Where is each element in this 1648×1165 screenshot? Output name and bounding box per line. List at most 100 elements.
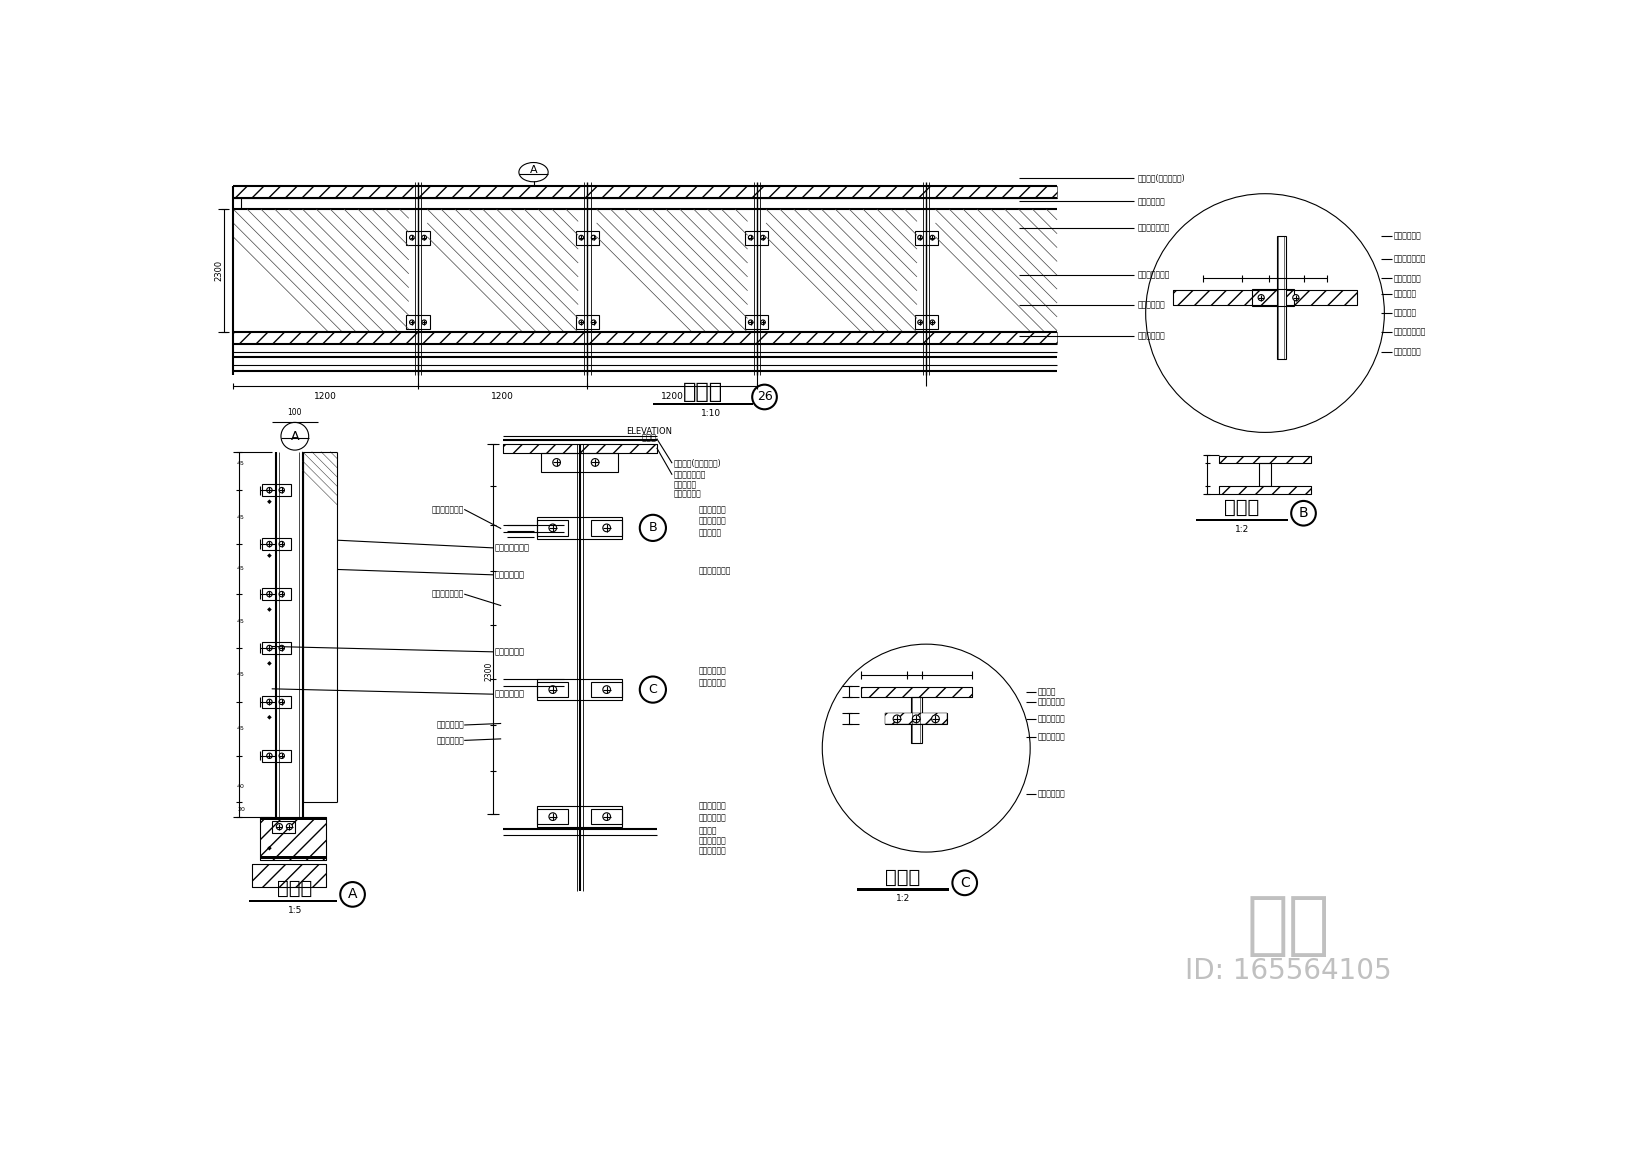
Circle shape <box>287 824 292 829</box>
Circle shape <box>639 677 666 702</box>
Bar <box>234 186 1056 198</box>
Text: 节点图: 节点图 <box>682 382 723 402</box>
Circle shape <box>929 320 934 325</box>
Text: 玻璃幕墙饰面板: 玻璃幕墙饰面板 <box>432 504 465 514</box>
Text: 对拔螺栓垫涂: 对拔螺栓垫涂 <box>1394 274 1421 283</box>
Circle shape <box>639 515 666 541</box>
Text: 龙骨线条饰面: 龙骨线条饰面 <box>1137 197 1165 206</box>
Bar <box>911 698 921 743</box>
Circle shape <box>279 753 285 758</box>
Bar <box>537 679 621 700</box>
Text: 玻璃幕墙饰面板: 玻璃幕墙饰面板 <box>699 566 732 576</box>
Bar <box>262 483 292 496</box>
Bar <box>537 517 621 538</box>
Circle shape <box>918 235 923 240</box>
Bar <box>537 806 621 827</box>
Bar <box>260 818 326 860</box>
Bar <box>1173 290 1358 305</box>
Circle shape <box>592 320 597 325</box>
Text: 知未: 知未 <box>1246 891 1330 959</box>
Circle shape <box>279 645 285 651</box>
Text: 荧光灯槽(见平面详图): 荧光灯槽(见平面详图) <box>674 459 722 467</box>
Text: 铝制幕墙龙骨: 铝制幕墙龙骨 <box>699 836 727 845</box>
Text: 对拔螺栓垫涂: 对拔螺栓垫涂 <box>699 802 727 811</box>
Bar <box>1220 456 1312 464</box>
Polygon shape <box>267 661 272 665</box>
Text: 螺栓垫片: 螺栓垫片 <box>699 826 717 835</box>
Bar <box>885 713 948 725</box>
Circle shape <box>267 592 272 596</box>
Circle shape <box>267 645 272 651</box>
Circle shape <box>931 715 939 722</box>
Bar <box>537 521 569 536</box>
Circle shape <box>279 487 285 493</box>
Circle shape <box>929 235 934 240</box>
Text: 工字钢幕墙龙骨: 工字钢幕墙龙骨 <box>674 471 705 479</box>
Text: 铝制幕墙龙骨: 铝制幕墙龙骨 <box>494 571 526 579</box>
Text: 45: 45 <box>237 672 246 678</box>
Bar <box>541 453 618 473</box>
Circle shape <box>748 235 753 240</box>
Circle shape <box>913 715 920 722</box>
Bar <box>1220 486 1312 494</box>
Text: 26: 26 <box>756 390 773 403</box>
Circle shape <box>578 235 583 240</box>
Circle shape <box>822 644 1030 852</box>
Bar <box>1277 236 1285 359</box>
Bar <box>260 818 326 860</box>
Circle shape <box>1292 295 1299 301</box>
Circle shape <box>592 235 597 240</box>
Bar <box>915 231 938 245</box>
Text: 1200: 1200 <box>661 393 684 402</box>
Text: ELEVATION: ELEVATION <box>626 428 672 436</box>
Text: C: C <box>959 876 969 890</box>
Circle shape <box>279 699 285 705</box>
Bar <box>885 713 948 725</box>
Text: B: B <box>1299 507 1309 521</box>
Text: 铝制幕墙龙骨: 铝制幕墙龙骨 <box>1137 332 1165 340</box>
Text: 45: 45 <box>237 515 246 520</box>
Circle shape <box>761 235 765 240</box>
Text: 玻璃幕墙饰面板: 玻璃幕墙饰面板 <box>1137 270 1170 280</box>
Bar <box>592 521 621 536</box>
Text: 铝制幕墙龙骨: 铝制幕墙龙骨 <box>437 736 465 744</box>
Circle shape <box>751 384 776 409</box>
Text: ID: 165564105: ID: 165564105 <box>1185 958 1391 986</box>
Bar <box>592 809 621 825</box>
Bar <box>1220 456 1312 464</box>
Bar <box>407 231 430 245</box>
Text: 透光橡支垫: 透光橡支垫 <box>1394 309 1417 318</box>
Bar <box>537 809 569 825</box>
Text: A: A <box>529 164 537 175</box>
Text: 节点图: 节点图 <box>885 868 921 887</box>
Circle shape <box>603 686 610 693</box>
Bar <box>857 888 949 890</box>
Circle shape <box>592 459 598 466</box>
Text: 铝制幕墙龙骨: 铝制幕墙龙骨 <box>674 489 702 499</box>
Circle shape <box>603 813 610 820</box>
Bar <box>252 863 326 887</box>
Bar <box>1252 289 1294 306</box>
Circle shape <box>953 870 977 895</box>
Circle shape <box>1257 295 1264 301</box>
Bar <box>260 856 326 859</box>
Text: 对拔螺栓垫涂: 对拔螺栓垫涂 <box>494 690 526 699</box>
Text: 1:2: 1:2 <box>1234 524 1249 534</box>
Circle shape <box>410 320 414 325</box>
Text: 2300: 2300 <box>214 260 224 281</box>
Polygon shape <box>267 500 272 504</box>
Text: 对拔螺栓垫涂: 对拔螺栓垫涂 <box>494 648 526 656</box>
Text: 45: 45 <box>237 460 246 466</box>
Text: 铝制幕墙龙骨: 铝制幕墙龙骨 <box>699 516 727 525</box>
Text: 铝制幕墙龙骨: 铝制幕墙龙骨 <box>1394 347 1421 356</box>
Text: 铝制幕墙龙骨: 铝制幕墙龙骨 <box>699 666 727 676</box>
Circle shape <box>1290 501 1315 525</box>
Circle shape <box>761 320 765 325</box>
Text: 铝制幕墙龙骨: 铝制幕墙龙骨 <box>437 720 465 729</box>
Text: 工字钢幕墙龙骨: 工字钢幕墙龙骨 <box>1394 327 1426 337</box>
Text: 1:2: 1:2 <box>897 895 910 903</box>
Text: 铝制幕墙龙骨: 铝制幕墙龙骨 <box>699 846 727 855</box>
Text: 100: 100 <box>287 408 302 417</box>
Circle shape <box>422 235 427 240</box>
Circle shape <box>578 320 583 325</box>
